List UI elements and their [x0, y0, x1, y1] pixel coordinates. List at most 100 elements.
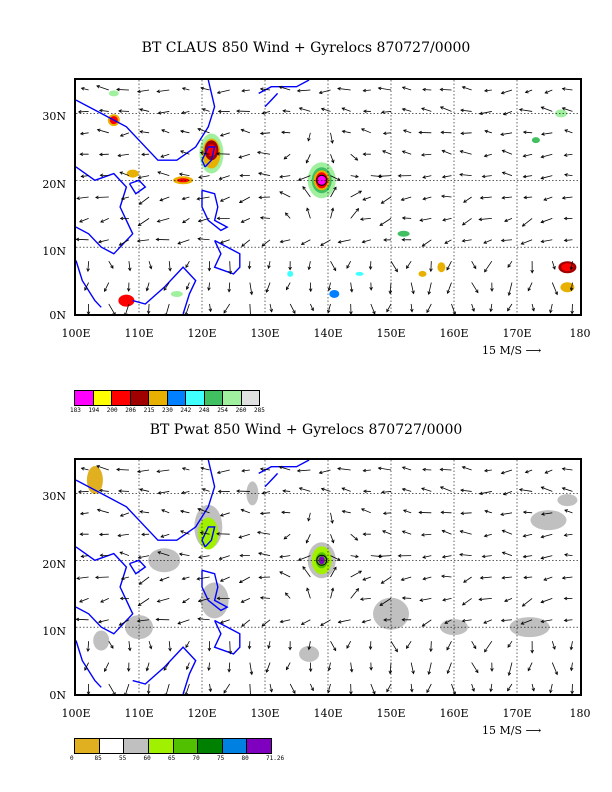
wind-vector-head	[459, 172, 463, 177]
wind-vector	[350, 208, 359, 219]
wind-vector	[381, 576, 392, 584]
wind-vector-head	[333, 186, 337, 191]
wind-vector	[309, 683, 314, 691]
wind-vector-head	[355, 174, 359, 179]
wind-vector-head	[159, 577, 164, 582]
wind-vector-head	[118, 622, 123, 626]
panel1-legend-tick: 230	[162, 407, 173, 414]
wind-vector-head	[146, 690, 151, 694]
wind-vector	[508, 282, 513, 296]
wind-vector-head	[507, 672, 512, 676]
cloud-region	[329, 289, 340, 298]
wind-vector-head	[178, 552, 183, 557]
wind-vector-head	[200, 466, 205, 471]
wind-vector	[562, 487, 573, 492]
wind-vector-head	[362, 197, 367, 201]
wind-vector-head	[76, 617, 80, 622]
wind-vector-head	[306, 207, 310, 212]
wind-vector	[279, 191, 291, 198]
coastline	[76, 460, 216, 541]
wind-vector-head	[181, 196, 186, 201]
wind-vector	[402, 530, 412, 535]
wind-vector	[402, 488, 412, 492]
wind-vector-head	[284, 212, 289, 217]
wind-vector	[99, 489, 109, 492]
wind-vector-head	[216, 596, 221, 601]
wind-vector	[165, 303, 170, 314]
wind-vector-head	[141, 152, 145, 157]
wind-vector-head	[240, 599, 245, 603]
wind-vector-head	[341, 509, 346, 514]
wind-vector-head	[459, 552, 463, 557]
wind-vector-head	[117, 153, 122, 158]
wind-vector-head	[522, 154, 527, 158]
wind-vector	[302, 186, 311, 198]
wind-vector-head	[265, 669, 269, 673]
wind-vector-head	[524, 89, 529, 94]
wind-vector	[241, 129, 251, 134]
wind-vector-head	[484, 129, 489, 134]
wind-vector	[223, 303, 231, 314]
wind-vector-head	[531, 687, 535, 692]
wind-vector-head	[484, 509, 489, 514]
wind-vector-head	[382, 511, 387, 516]
wind-vector	[541, 239, 553, 243]
wind-vector-head	[383, 618, 387, 622]
wind-vector	[442, 175, 452, 178]
wind-vector-head	[410, 688, 414, 693]
wind-vector	[462, 619, 472, 622]
wind-vector-head	[219, 198, 224, 202]
wind-vector	[182, 218, 190, 224]
coastline	[264, 472, 279, 488]
wind-vector-head	[216, 216, 221, 221]
wind-vector	[471, 303, 475, 312]
wind-vector	[390, 640, 398, 652]
wind-vector-head	[157, 171, 162, 175]
wind-vector	[327, 303, 331, 313]
cloud-region	[437, 262, 446, 273]
wind-vector-head	[402, 129, 407, 133]
pwat-region	[299, 645, 320, 662]
wind-vector	[386, 683, 392, 692]
wind-vector	[202, 488, 210, 492]
wind-vector-head	[236, 489, 240, 493]
wind-vector	[564, 153, 573, 156]
wind-vector-head	[461, 222, 466, 226]
wind-vector	[543, 196, 553, 201]
panel2-legend-swatch	[198, 739, 223, 753]
wind-vector-head	[259, 87, 264, 91]
wind-vector	[119, 619, 130, 626]
wind-vector-head	[181, 467, 186, 471]
wind-vector-head	[483, 240, 488, 244]
wind-vector	[440, 88, 452, 91]
wind-vector	[442, 598, 452, 601]
wind-vector	[260, 512, 271, 514]
wind-vector	[148, 683, 150, 694]
wind-vector-head	[420, 533, 425, 537]
wind-vector-head	[278, 465, 283, 470]
wind-vector-head	[240, 219, 245, 223]
wind-vector	[501, 89, 513, 94]
wind-vector	[96, 85, 109, 91]
wind-vector	[551, 662, 558, 675]
wind-vector	[260, 88, 271, 91]
wind-vector-head	[79, 511, 84, 516]
wind-vector	[381, 111, 392, 113]
wind-vector-head	[337, 240, 342, 244]
wind-vector-head	[346, 645, 350, 649]
wind-vector	[386, 303, 392, 312]
wind-vector	[116, 89, 129, 91]
wind-vector-head	[530, 269, 534, 274]
wind-vector-head	[362, 109, 367, 114]
wind-vector-head	[96, 508, 101, 513]
wind-vector	[531, 303, 535, 311]
wind-vector	[160, 153, 170, 158]
wind-vector	[422, 89, 432, 91]
wind-vector-head	[372, 690, 376, 694]
wind-vector-head	[180, 129, 184, 134]
wind-vector-head	[269, 308, 273, 313]
wind-vector	[484, 510, 492, 514]
wind-vector	[99, 109, 109, 112]
wind-vector	[157, 469, 170, 472]
panel2-lon-140e: 140E	[313, 707, 343, 720]
